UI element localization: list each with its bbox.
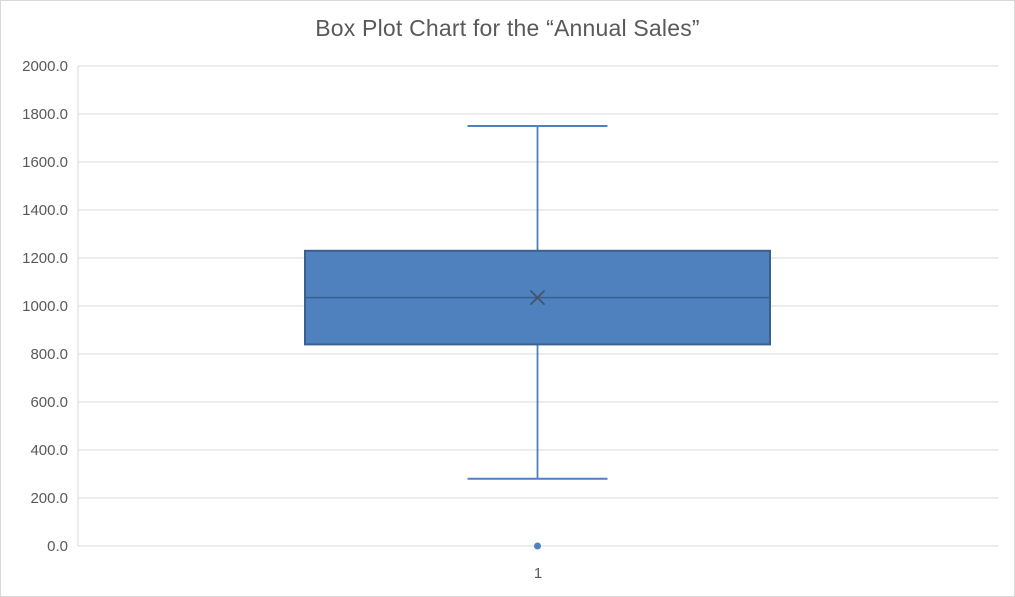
- y-axis-tick-label: 1600.0: [22, 154, 68, 171]
- y-axis-tick-label: 1000.0: [22, 298, 68, 315]
- y-axis-tick-label: 1800.0: [22, 106, 68, 123]
- y-axis-tick-label: 2000.0: [22, 58, 68, 75]
- chart-title[interactable]: Box Plot Chart for the “Annual Sales”: [315, 15, 700, 41]
- y-axis-tick-label: 1400.0: [22, 202, 68, 219]
- x-axis-category-label: 1: [533, 565, 543, 582]
- y-axis-tick-label: 800.0: [30, 346, 68, 363]
- y-axis-tick-label: 400.0: [30, 442, 68, 459]
- outlier-point[interactable]: [534, 542, 541, 550]
- y-axis-tick-label: 1200.0: [22, 250, 68, 267]
- y-axis-tick-label: 0.0: [47, 538, 68, 555]
- y-axis-tick-label: 600.0: [30, 394, 68, 411]
- y-axis-tick-label: 200.0: [30, 490, 68, 507]
- mean-marker[interactable]: [530, 290, 545, 305]
